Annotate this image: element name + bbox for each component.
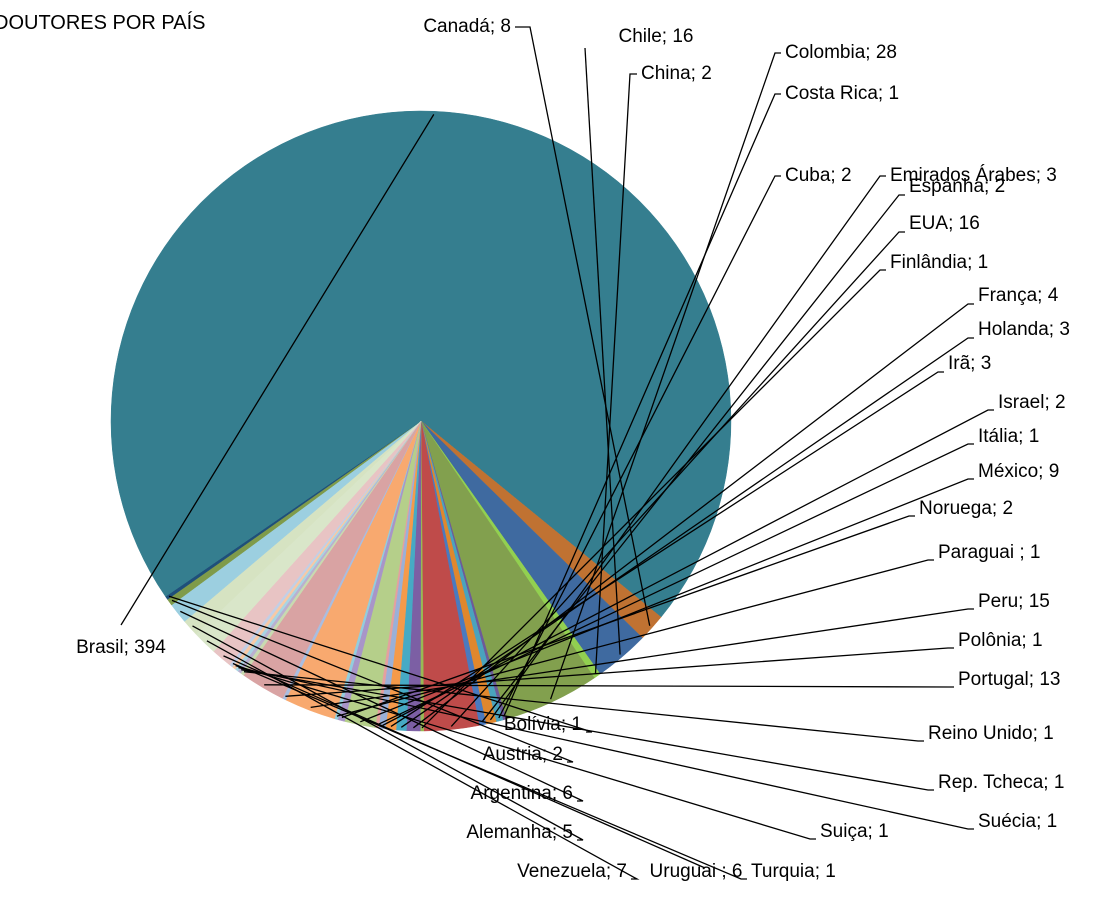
data-label-italia: Itália; 1 — [978, 426, 1039, 447]
leader-line-suecia — [238, 666, 974, 830]
data-label-colombia: Colombia; 28 — [785, 42, 897, 63]
leader-line-portugal — [264, 684, 954, 688]
data-label-espanha: Espanha; 2 — [909, 176, 1005, 197]
leader-line-cuba — [498, 175, 781, 719]
leader-line-austria — [171, 599, 574, 763]
data-label-brasil: Brasil; 394 — [76, 637, 166, 658]
data-label-franca: França; 4 — [978, 285, 1059, 306]
data-label-canada: Canadá; 8 — [423, 16, 511, 37]
data-label-emirados-arabes: Emirados Árabes; 3 — [890, 165, 1057, 186]
leader-line-rep-tcheca — [241, 669, 934, 791]
leader-line-venezuela — [206, 640, 640, 880]
leader-line-finlandia — [421, 269, 886, 729]
leader-line-chile — [584, 47, 621, 655]
leader-line-israel — [382, 409, 994, 727]
leader-line-suica — [235, 664, 816, 840]
leader-line-ira — [390, 371, 944, 727]
leader-line-colombia — [549, 52, 781, 700]
leader-line-noruega — [341, 515, 915, 719]
leader-line-argentina — [180, 610, 584, 802]
leader-line-bolivia — [168, 595, 593, 733]
data-label-alemanha: Alemanha; 5 — [466, 822, 573, 843]
leader-line-paraguai — [336, 559, 934, 717]
data-label-suica: Suiça; 1 — [820, 821, 889, 842]
data-label-cuba: Cuba; 2 — [785, 165, 852, 186]
leader-line-peru — [310, 608, 974, 709]
data-label-paraguai: Paraguai ; 1 — [938, 542, 1040, 563]
data-label-uruguai: Uruguai ; 6 — [650, 861, 743, 882]
data-label-argentina: Argentina; 6 — [471, 783, 573, 804]
data-label-reino-unido: Reino Unido; 1 — [928, 723, 1054, 744]
leader-line-china — [594, 73, 637, 674]
leader-line-costa-rica — [503, 93, 781, 717]
leader-line-polonia — [285, 647, 954, 697]
data-label-eua: EUA; 16 — [909, 213, 980, 234]
pie-slice-venezuela — [195, 420, 422, 652]
leader-lines — [120, 26, 994, 880]
leader-line-franca — [413, 303, 974, 729]
data-label-peru: Peru; 15 — [978, 591, 1050, 612]
data-label-turquia: Turquia; 1 — [751, 861, 836, 882]
data-label-portugal: Portugal; 13 — [958, 669, 1060, 690]
leader-line-eua — [450, 231, 905, 727]
data-label-polonia: Polônia; 1 — [958, 630, 1043, 651]
leader-line-alemanha — [192, 625, 584, 841]
data-labels: Alemanha; 5 Argentina; 6 Austria; 2 Bolívia… — [76, 16, 1070, 882]
data-label-suecia: Suécia; 1 — [978, 811, 1057, 832]
data-label-ira: Irã; 3 — [948, 353, 991, 374]
pie-slice-brasil — [110, 110, 732, 618]
data-label-holanda: Holanda; 3 — [978, 319, 1070, 340]
leader-line-emirados-arabes — [489, 175, 886, 721]
data-label-venezuela: Venezuela; 7 — [517, 861, 627, 882]
data-label-bolivia: Bolívia; 1 — [504, 714, 582, 735]
leader-line-espanha — [481, 194, 905, 723]
data-label-finlandia: Finlândia; 1 — [890, 252, 988, 273]
data-label-austria: Austria; 2 — [483, 744, 563, 765]
leader-line-italia — [377, 443, 974, 726]
chart-title: DOUTORES POR PAÍS — [0, 12, 206, 34]
data-label-israel: Israel; 2 — [998, 392, 1066, 413]
leader-line-uruguai — [223, 655, 706, 869]
leader-line-mexico — [360, 478, 974, 723]
data-label-noruega: Noruega; 2 — [919, 498, 1013, 519]
data-label-rep-tcheca: Rep. Tcheca; 1 — [938, 772, 1064, 793]
data-label-china: China; 2 — [641, 63, 712, 84]
leader-line-brasil — [120, 114, 435, 626]
pie-slices — [110, 110, 732, 732]
data-label-chile: Chile; 16 — [619, 26, 694, 47]
leader-line-reino-unido — [243, 671, 924, 742]
data-label-mexico: México; 9 — [978, 461, 1059, 482]
data-label-costa-rica: Costa Rica; 1 — [785, 83, 899, 104]
